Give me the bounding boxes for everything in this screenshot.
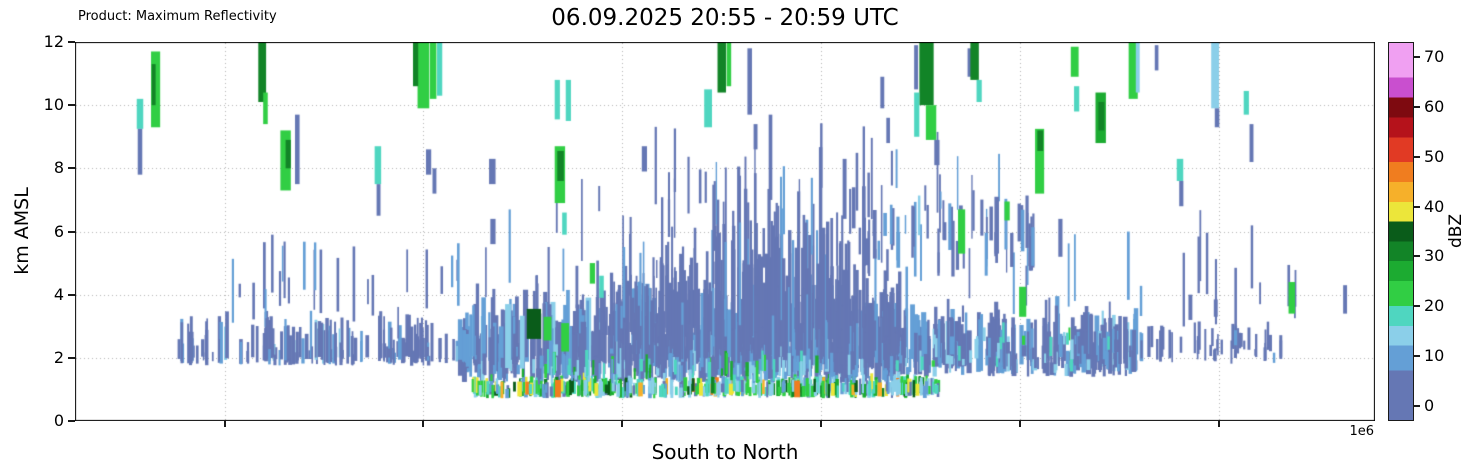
colorbar bbox=[1388, 42, 1414, 421]
y-tick-label: 8 bbox=[53, 158, 64, 178]
colorbar-label: dBZ bbox=[1446, 213, 1466, 249]
x-axis-offset-label: 1e6 bbox=[1349, 424, 1374, 439]
product-label: Product: Maximum Reflectivity bbox=[78, 9, 277, 24]
x-tick-mark bbox=[820, 421, 823, 427]
colorbar-tick-mark bbox=[1414, 205, 1420, 208]
y-tick-mark bbox=[68, 167, 75, 170]
colorbar-tick-mark bbox=[1414, 305, 1420, 308]
colorbar-tick-label: 60 bbox=[1424, 96, 1445, 116]
y-tick-mark bbox=[68, 230, 75, 233]
y-tick-mark bbox=[68, 356, 75, 359]
colorbar-tick-label: 20 bbox=[1424, 296, 1445, 316]
y-tick-mark bbox=[68, 293, 75, 296]
y-tick-label: 4 bbox=[53, 284, 64, 304]
chart-title: 06.09.2025 20:55 - 20:59 UTC bbox=[551, 5, 899, 31]
colorbar-tick-mark bbox=[1414, 105, 1420, 108]
colorbar-tick-mark bbox=[1414, 405, 1420, 408]
y-tick-label: 2 bbox=[53, 347, 64, 367]
y-tick-label: 10 bbox=[43, 95, 64, 115]
colorbar-tick-label: 10 bbox=[1424, 346, 1445, 366]
colorbar-tick-label: 30 bbox=[1424, 246, 1445, 266]
x-tick-mark bbox=[1019, 421, 1022, 427]
colorbar-tick-mark bbox=[1414, 255, 1420, 258]
y-tick-label: 0 bbox=[53, 411, 64, 430]
x-tick-mark bbox=[621, 421, 624, 427]
colorbar-tick-mark bbox=[1414, 55, 1420, 58]
colorbar-tick-label: 50 bbox=[1424, 146, 1445, 166]
reflectivity-plot-canvas bbox=[75, 42, 1375, 421]
y-tick-mark bbox=[68, 41, 75, 43]
colorbar-tick-mark bbox=[1414, 355, 1420, 358]
colorbar-tick-label: 0 bbox=[1424, 396, 1435, 416]
x-tick-mark bbox=[223, 421, 226, 427]
y-tick-label: 6 bbox=[53, 221, 64, 241]
y-tick-mark bbox=[68, 104, 75, 107]
colorbar-tick-label: 70 bbox=[1424, 46, 1445, 66]
x-axis-label: South to North bbox=[651, 440, 799, 464]
colorbar-tick-label: 40 bbox=[1424, 196, 1445, 216]
x-tick-mark bbox=[1218, 421, 1220, 427]
y-tick-label: 12 bbox=[43, 32, 64, 51]
colorbar-tick-mark bbox=[1414, 155, 1420, 158]
x-tick-mark bbox=[422, 421, 425, 427]
y-tick-mark bbox=[68, 420, 75, 422]
